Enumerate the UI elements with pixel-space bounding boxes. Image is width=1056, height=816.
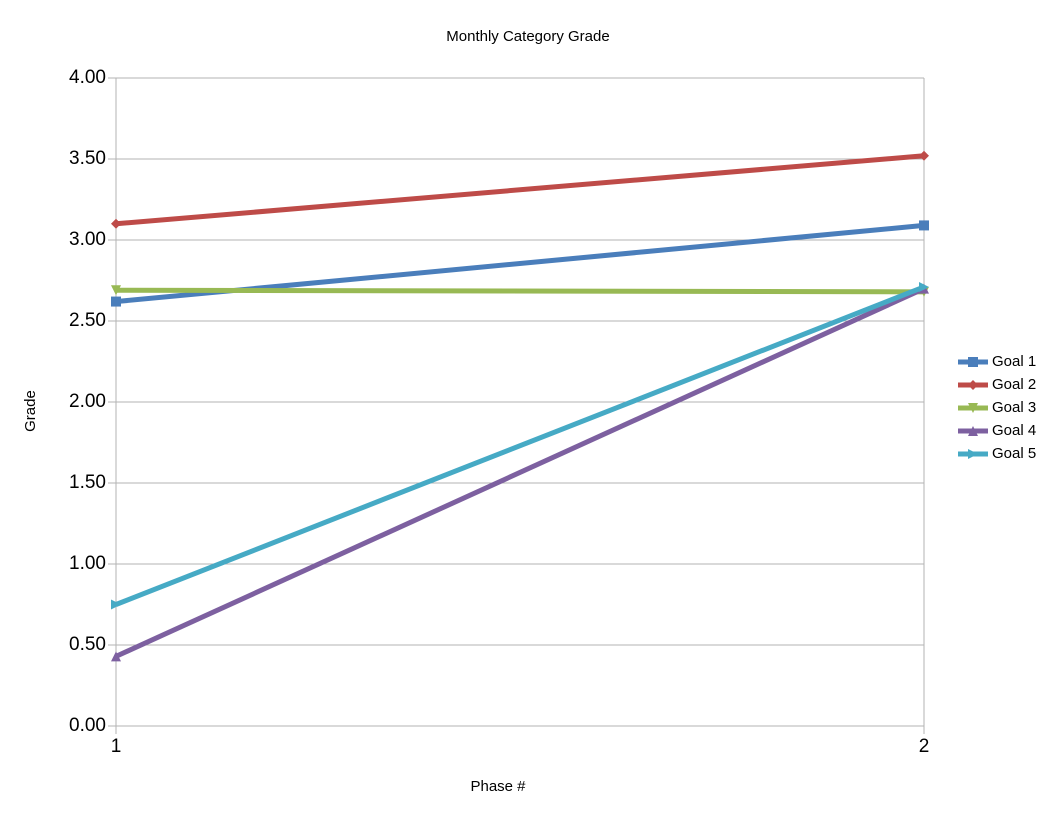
chart-title: Monthly Category Grade: [446, 28, 609, 45]
legend-label: Goal 3: [992, 399, 1036, 416]
x-tick-label: 1: [111, 736, 122, 757]
series-line: [115, 153, 925, 227]
data-point: [111, 599, 121, 610]
y-tick-label: 2.50: [69, 310, 106, 331]
legend-label: Goal 1: [992, 353, 1036, 370]
y-axis-label: Grade: [22, 390, 39, 432]
y-tick-label: 0.00: [69, 715, 106, 736]
legend-marker: [968, 357, 978, 367]
y-tick-label: 4.00: [69, 67, 106, 88]
data-point: [111, 218, 121, 229]
legend-marker: [968, 380, 978, 390]
data-point: [919, 150, 929, 161]
y-tick-label: 0.50: [69, 634, 106, 655]
series-line: [115, 284, 925, 607]
legend-label: Goal 5: [992, 445, 1036, 462]
data-point: [919, 220, 929, 231]
data-point: [111, 285, 121, 296]
data-point: [111, 651, 121, 662]
x-axis-label: Phase #: [470, 778, 526, 795]
legend-label: Goal 4: [992, 422, 1036, 439]
y-tick-label: 1.50: [69, 472, 106, 493]
y-tick-label: 2.00: [69, 391, 106, 412]
y-tick-label: 1.00: [69, 553, 106, 574]
x-tick-label: 2: [919, 736, 930, 757]
series-line: [115, 287, 925, 295]
y-tick-label: 3.50: [69, 148, 106, 169]
series-line: [114, 286, 926, 659]
data-point: [111, 296, 121, 307]
legend-marker: [968, 403, 978, 413]
legend-marker: [968, 449, 978, 459]
data-point: [919, 281, 929, 292]
legend-marker: [968, 426, 978, 436]
legend-label: Goal 2: [992, 376, 1036, 393]
y-tick-label: 3.00: [69, 229, 106, 250]
